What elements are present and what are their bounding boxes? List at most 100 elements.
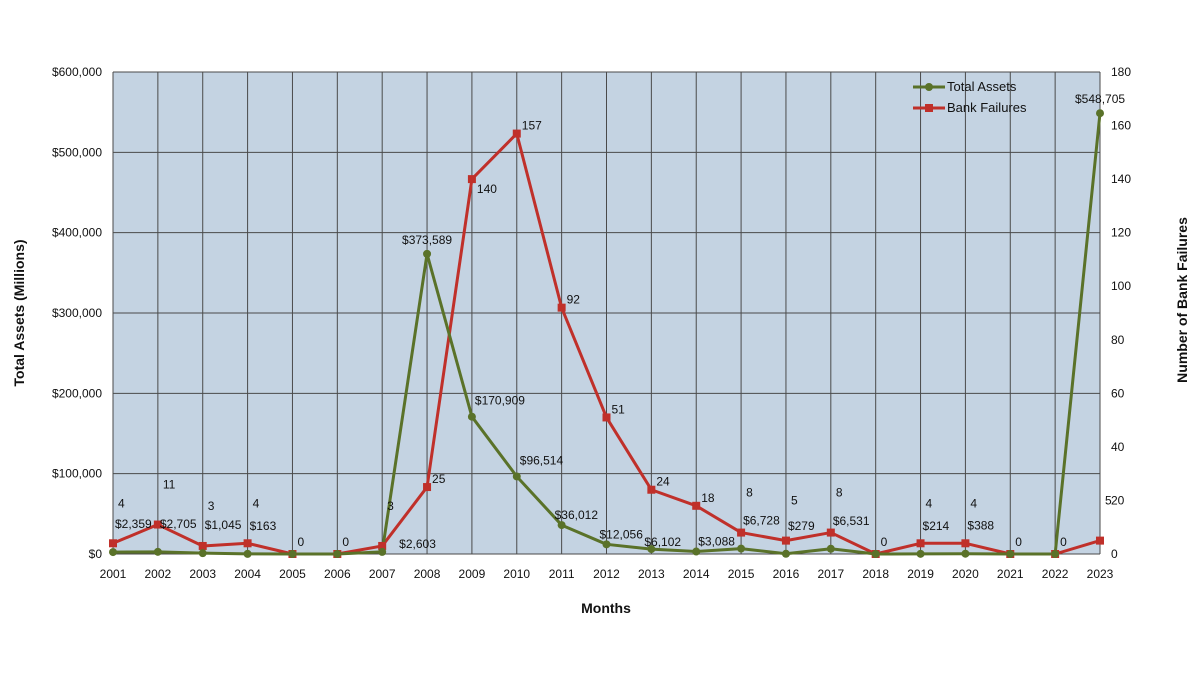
y-right-tick-label: 40 — [1111, 440, 1125, 454]
point-total-assets — [916, 549, 925, 558]
x-tick-label: 2016 — [773, 567, 800, 581]
data-label-bank-failures: 0 — [297, 535, 304, 549]
data-label-total-assets: $6,531 — [833, 514, 870, 528]
y-right-tick-label: 100 — [1111, 279, 1131, 293]
data-label-total-assets: $2,705 — [160, 517, 197, 531]
x-tick-label: 2011 — [549, 567, 575, 581]
point-total-assets — [467, 412, 476, 421]
point-total-assets — [198, 549, 207, 558]
grid — [112, 71, 1101, 555]
y-left-axis-title: Total Assets (Millions) — [11, 239, 27, 386]
x-tick-label: 2007 — [369, 567, 396, 581]
point-total-assets — [871, 550, 880, 558]
data-label-bank-failures: 24 — [656, 475, 670, 489]
point-total-assets — [737, 544, 746, 553]
point-total-assets — [826, 544, 835, 553]
data-label-bank-failures: 4 — [253, 496, 260, 510]
point-bank-failures — [378, 541, 387, 550]
data-label-bank-failures: 8 — [836, 486, 843, 500]
data-label-total-assets: $2,603 — [399, 537, 436, 551]
y-right-tick-label: 160 — [1111, 119, 1131, 133]
point-bank-failures — [557, 303, 566, 312]
x-tick-label: 2021 — [997, 567, 1024, 581]
y-right-tick-label: 140 — [1111, 172, 1131, 186]
x-tick-label: 2012 — [593, 567, 620, 581]
y-left-tick-label: $0 — [89, 547, 103, 561]
data-label-total-assets: $6,728 — [743, 514, 780, 528]
y-left-tick-labels: $0 $100,000 $200,000 $300,000 $400,000 $500,0… — [52, 65, 102, 561]
point-bank-failures — [467, 175, 476, 184]
y-left-tick-label: $300,000 — [52, 306, 102, 320]
point-total-assets — [781, 549, 790, 558]
point-bank-failures — [512, 129, 521, 138]
data-label-bank-failures: 51 — [612, 402, 626, 416]
x-tick-label: 2018 — [862, 567, 889, 581]
point-total-assets — [647, 545, 656, 554]
point-bank-failures — [961, 539, 970, 548]
x-tick-label: 2009 — [459, 567, 486, 581]
series-markers — [109, 109, 1104, 558]
y-right-tick-label: 180 — [1111, 65, 1131, 79]
x-tick-label: 2003 — [189, 567, 216, 581]
data-label-bank-failures: 8 — [746, 486, 753, 500]
point-total-assets — [333, 550, 342, 558]
y-left-tick-label: $100,000 — [52, 467, 102, 481]
point-total-assets — [602, 540, 611, 549]
y-left-tick-label: $200,000 — [52, 386, 102, 400]
x-tick-label: 2006 — [324, 567, 351, 581]
y-left-tick-label: $500,000 — [52, 145, 102, 159]
point-total-assets — [961, 549, 970, 558]
x-tick-label: 2002 — [145, 567, 172, 581]
point-total-assets — [378, 547, 387, 556]
point-bank-failures — [109, 539, 117, 548]
point-bank-failures — [153, 520, 162, 529]
x-tick-label: 2004 — [234, 567, 261, 581]
point-total-assets — [1006, 550, 1015, 558]
data-label-total-assets: $12,056 — [600, 527, 644, 541]
point-bank-failures — [737, 528, 746, 537]
x-tick-label: 2022 — [1042, 567, 1069, 581]
point-total-assets — [557, 521, 566, 530]
data-label-total-assets: $1,045 — [205, 518, 242, 532]
data-label-total-assets: $6,102 — [644, 535, 681, 549]
point-bank-failures — [423, 483, 432, 492]
data-label-total-assets: $373,589 — [402, 233, 452, 247]
point-bank-failures — [826, 528, 835, 537]
data-label-bank-failures: 0 — [1015, 535, 1022, 549]
y-right-tick-label: 120 — [1111, 226, 1131, 240]
point-bank-failures — [781, 536, 790, 545]
data-label-total-assets: $279 — [788, 519, 815, 533]
data-label-bank-failures: 157 — [522, 119, 542, 133]
legend-marker-bank-failures — [925, 104, 933, 112]
point-total-assets — [423, 249, 432, 258]
data-label-bank-failures: 5 — [791, 494, 798, 508]
point-total-assets — [692, 547, 701, 556]
data-label-total-assets: $163 — [250, 519, 277, 533]
x-tick-label: 2001 — [100, 567, 127, 581]
point-bank-failures — [916, 539, 925, 548]
x-tick-label: 2013 — [638, 567, 665, 581]
data-label-bank-failures: 0 — [881, 535, 888, 549]
legend-label-total-assets: Total Assets — [947, 79, 1017, 94]
data-label-bank-failures: 25 — [432, 472, 446, 486]
data-label-bank-failures: 4 — [926, 496, 933, 510]
y-left-tick-label: $400,000 — [52, 226, 102, 240]
data-label-total-assets: $2,359 — [115, 517, 152, 531]
data-label-bank-failures: 4 — [118, 496, 125, 510]
data-label-bank-failures: 4 — [970, 496, 977, 510]
x-tick-labels: 2001 2002 2003 2004 2005 2006 2007 2008 2009 2010… — [100, 567, 1114, 581]
data-label-bank-failures: 0 — [342, 535, 349, 549]
point-total-assets — [512, 472, 521, 481]
y-left-tick-label: $600,000 — [52, 65, 102, 79]
legend-label-bank-failures: Bank Failures — [947, 100, 1027, 115]
data-label-bank-failures: 92 — [567, 293, 581, 307]
x-tick-label: 2014 — [683, 567, 710, 581]
x-tick-label: 2015 — [728, 567, 755, 581]
point-total-assets — [1096, 109, 1104, 118]
data-label-total-assets: $36,012 — [555, 508, 599, 522]
data-label-bank-failures: 3 — [387, 499, 394, 513]
x-tick-label: 2008 — [414, 567, 441, 581]
data-label-total-assets: $96,514 — [520, 453, 564, 467]
